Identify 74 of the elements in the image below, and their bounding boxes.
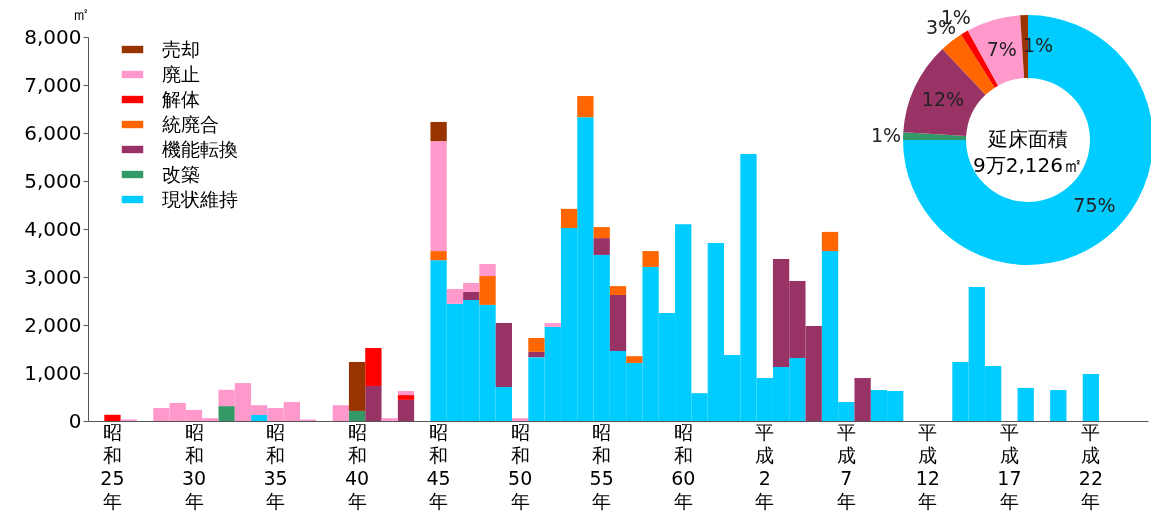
x-tick-label: 昭和50年 <box>508 420 533 512</box>
x-tick-label: 平成17年 <box>997 420 1022 512</box>
x-tick-label: 平成12年 <box>915 420 940 512</box>
bar <box>430 251 447 261</box>
bar <box>1082 373 1100 421</box>
bar <box>348 410 366 421</box>
x-tick-label: 昭和45年 <box>426 420 451 512</box>
bar <box>365 385 382 421</box>
bar <box>397 395 415 400</box>
legend-label: 売却 <box>162 37 200 60</box>
bar <box>348 361 366 411</box>
donut-slice <box>903 132 967 140</box>
bar <box>397 399 415 421</box>
data-label: 12% <box>921 87 965 110</box>
bar <box>1050 390 1067 421</box>
bar <box>544 323 561 327</box>
x-tick-label: 昭和30年 <box>181 420 207 512</box>
donut-slice <box>903 48 986 137</box>
y-tick-label: 1,000 <box>24 360 82 385</box>
bar <box>626 356 643 363</box>
x-tick-label: 平成22年 <box>1078 420 1104 512</box>
bar <box>512 418 529 421</box>
y-tick-label: 4,000 <box>24 216 82 241</box>
x-tick-label: 昭和55年 <box>589 420 614 512</box>
data-label: 75% <box>1073 194 1116 217</box>
bar <box>821 231 839 252</box>
legend-label: 廃止 <box>162 62 200 85</box>
bar <box>609 286 627 295</box>
annotation: 9万2,126㎡ <box>973 153 1083 177</box>
bar <box>609 295 627 351</box>
legend-label: 解体 <box>162 87 200 110</box>
bar <box>397 391 415 396</box>
bar <box>593 227 610 239</box>
y-axis-title: ㎡ <box>71 2 90 24</box>
bar <box>479 276 496 305</box>
y-tick-label: 0 <box>68 408 82 433</box>
bar <box>381 418 398 421</box>
x-tick-label: 昭和25年 <box>100 420 125 512</box>
x-tick-label: 昭和40年 <box>344 420 370 512</box>
legend-label: 機能転換 <box>162 137 238 160</box>
bar <box>430 141 447 252</box>
bar <box>560 208 578 229</box>
x-tick-label: 昭和35年 <box>263 420 288 512</box>
y-tick-label: 2,000 <box>24 312 82 337</box>
y-tick-label: 7,000 <box>24 72 82 97</box>
bar <box>251 415 268 421</box>
bar <box>365 348 382 386</box>
bar <box>854 378 871 421</box>
data-label: 7% <box>986 37 1017 60</box>
legend-label: 統廃合 <box>162 112 219 135</box>
bar <box>463 291 480 301</box>
bar <box>642 251 659 267</box>
bar <box>430 121 447 142</box>
annotation: 延床面積 <box>987 127 1068 151</box>
y-tick-label: 5,000 <box>24 168 82 193</box>
bar <box>104 414 121 421</box>
x-tick-label: 平成7年 <box>836 420 856 512</box>
y-tick-label: 3,000 <box>24 264 82 289</box>
bar <box>577 96 594 118</box>
bar <box>528 351 545 358</box>
legend-label: 現状維持 <box>162 187 238 210</box>
x-tick-label: 昭和60年 <box>671 420 696 512</box>
bar <box>332 405 349 421</box>
data-label: 1% <box>870 123 902 146</box>
bar <box>1017 387 1034 421</box>
bar <box>218 406 235 421</box>
y-tick-label: 8,000 <box>24 24 82 49</box>
y-tick-label: 6,000 <box>24 120 82 145</box>
x-tick-label: 平成2年 <box>755 420 775 512</box>
legend-label: 改築 <box>162 162 200 185</box>
bar <box>593 238 610 255</box>
bar <box>479 264 496 277</box>
bar <box>528 337 545 352</box>
bar <box>495 323 512 387</box>
